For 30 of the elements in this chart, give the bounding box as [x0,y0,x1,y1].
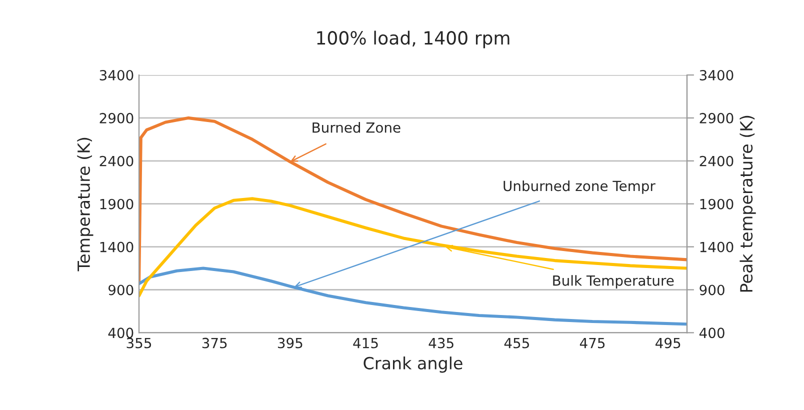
y-tick-label: 900 [108,284,134,296]
chart-title: 100% load, 1400 rpm [317,30,510,48]
y2-tick-label: 1400 [700,242,734,252]
y-tick-label: 1400 [100,242,134,252]
x-tick-label: 475 [580,338,605,348]
y-axis-title: Temperature (K) [77,138,94,272]
y2-tick-label: 2900 [700,112,734,124]
x-tick-label: 495 [656,338,680,348]
y-tick-label: 3400 [100,70,134,80]
y2-tick-label: 2400 [700,156,734,166]
y-tick-label: 1900 [100,198,134,210]
y-tick-label: 2400 [100,156,134,166]
annotation: Unburned zone Tempr [504,180,656,194]
annotation: Bulk Temperature [553,275,674,289]
x-tick-label: 455 [504,338,529,348]
line-series [139,197,687,298]
x-tick-label: 435 [428,338,454,348]
x-tick-label: 415 [353,338,378,348]
x-tick-label: 355 [126,338,152,348]
x-tick-label: 395 [278,338,302,348]
y-tick-label: 400 [108,328,134,338]
y2-tick-label: 1900 [700,198,734,210]
y-tick-label: 2900 [100,112,134,124]
y2-tick-label: 400 [699,328,724,338]
y2-axis-title: Peak temperature (K) [740,116,756,292]
annotation: Burned Zone [312,122,400,133]
x-axis-title: Crank angle [364,356,462,373]
x-tick-label: 375 [202,338,227,348]
y2-tick-label: 3400 [700,70,734,80]
y2-tick-label: 900 [700,284,724,296]
